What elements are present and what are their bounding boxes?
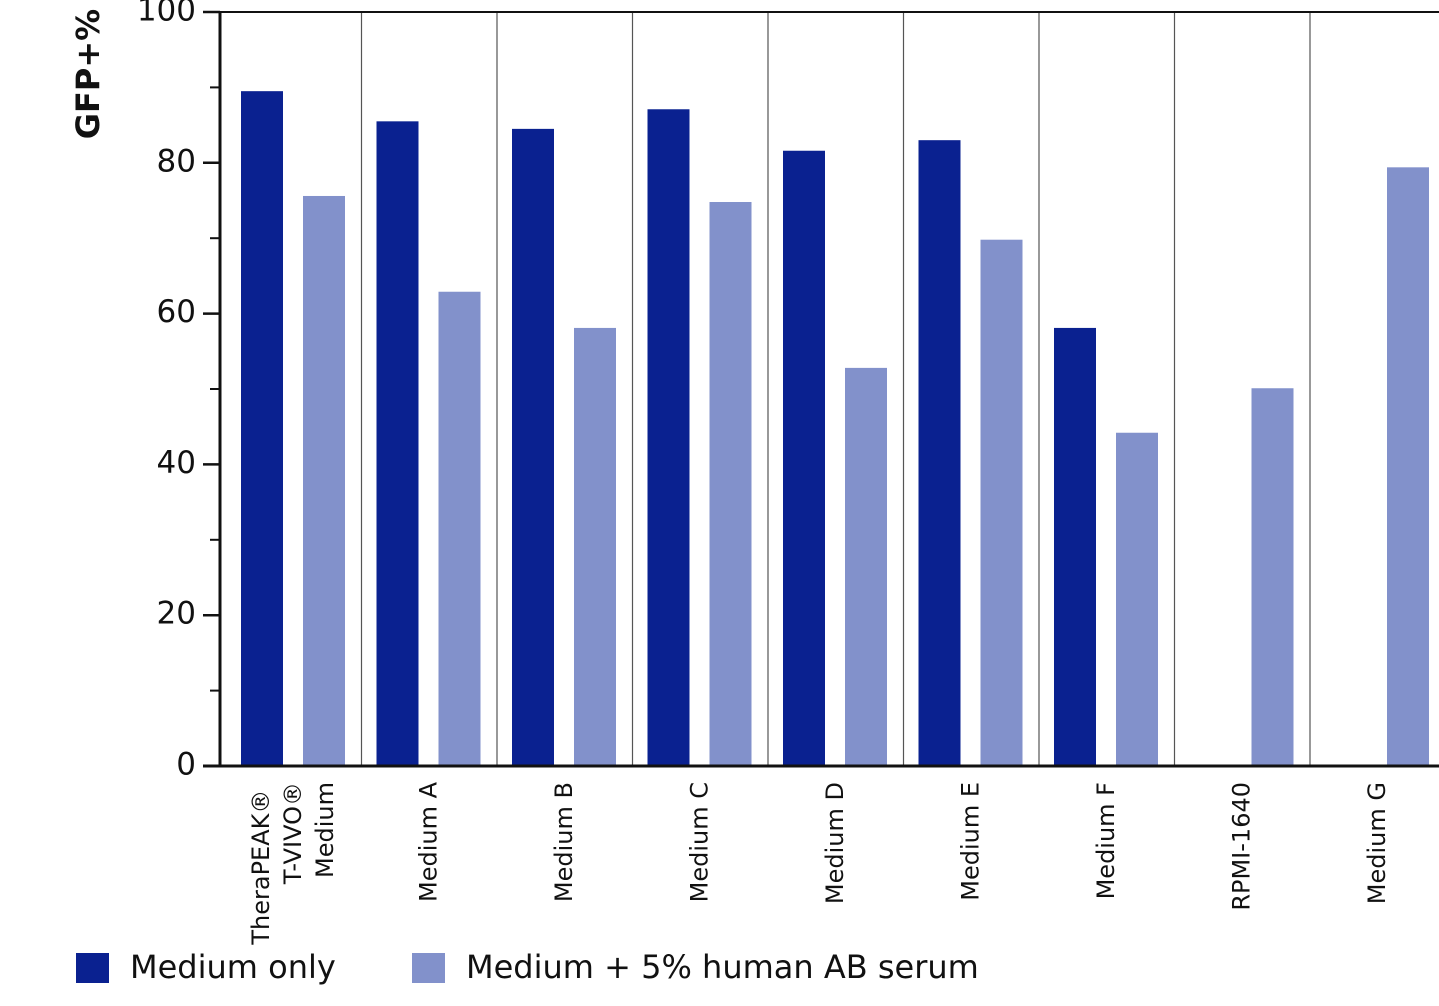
y-tick-label: 20	[157, 596, 196, 632]
bar	[438, 291, 481, 766]
y-tick-label: 80	[157, 143, 196, 179]
legend-swatch	[412, 953, 445, 983]
x-tick-label: Medium F	[1092, 782, 1120, 899]
x-tick-label: Medium E	[957, 782, 985, 901]
x-tick-label: Medium G	[1363, 782, 1391, 904]
y-tick-label: 100	[137, 0, 196, 29]
bar	[647, 109, 690, 767]
bar	[1251, 388, 1294, 766]
bar	[709, 202, 752, 766]
bar	[241, 91, 283, 767]
y-axis-title: GFP+%	[69, 9, 107, 139]
bar	[980, 239, 1023, 766]
y-tick-label: 60	[157, 294, 196, 330]
x-tick-label: RPMI-1640	[1228, 782, 1256, 911]
bar	[574, 327, 616, 766]
x-tick-label: Medium C	[686, 782, 714, 902]
x-tick-label: Medium B	[550, 782, 578, 902]
x-tick-label: Medium A	[415, 781, 443, 902]
legend-swatch	[76, 953, 109, 983]
bar	[918, 140, 961, 766]
x-tick-label: Medium D	[821, 782, 849, 904]
y-tick-label: 40	[157, 445, 196, 481]
bar	[1116, 432, 1158, 766]
bar	[1054, 327, 1096, 766]
legend-label: Medium only	[130, 948, 336, 986]
bar	[783, 150, 825, 767]
bar	[845, 367, 887, 766]
bar	[512, 128, 554, 766]
bar	[1387, 167, 1429, 767]
x-tick-label: TheraPEAK® T-VIVO® Medium	[247, 782, 339, 946]
legend-label: Medium + 5% human AB serum	[466, 948, 979, 986]
bar	[303, 195, 345, 766]
y-tick-label: 0	[176, 747, 196, 783]
bar	[376, 121, 419, 766]
